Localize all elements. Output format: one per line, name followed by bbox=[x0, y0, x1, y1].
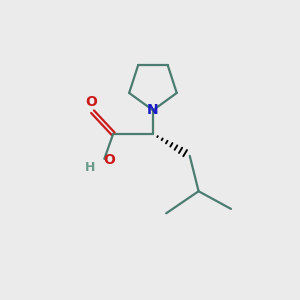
Text: H: H bbox=[85, 161, 95, 174]
Text: O: O bbox=[85, 95, 97, 109]
Text: O: O bbox=[104, 153, 116, 167]
Text: N: N bbox=[147, 103, 159, 117]
